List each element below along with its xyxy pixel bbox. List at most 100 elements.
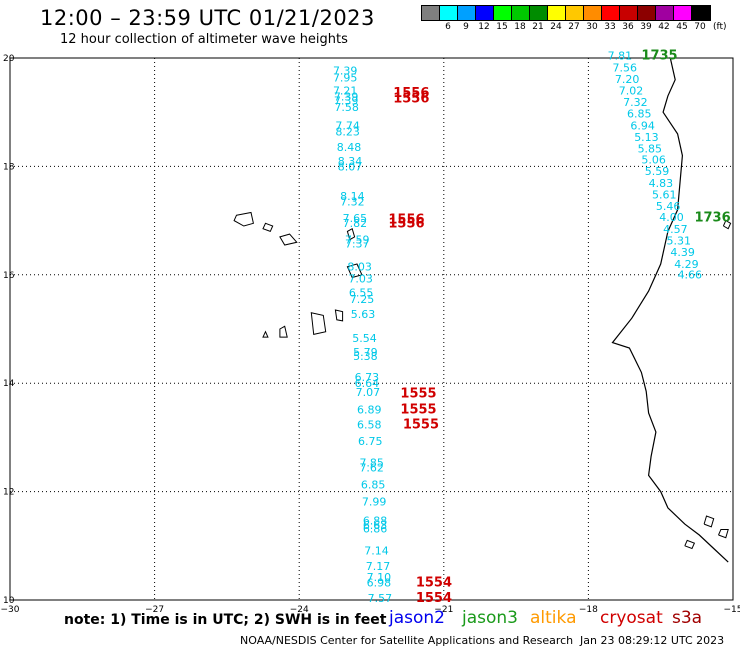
colorbar-swatch bbox=[691, 5, 711, 21]
wave-height-value: 4.66 bbox=[678, 269, 703, 282]
wave-height-value: 8.23 bbox=[335, 126, 360, 139]
lat-tick-label: 18 bbox=[3, 162, 15, 172]
lat-tick-label: 10 bbox=[3, 596, 15, 606]
cape-verde-island bbox=[334, 309, 344, 322]
colorbar-unit: (ft) bbox=[713, 22, 727, 32]
wave-height-value: 7.58 bbox=[334, 101, 359, 114]
wave-height-value: 8.07 bbox=[338, 161, 363, 174]
wave-height-value: 6.86 bbox=[363, 522, 388, 535]
map-subtitle: 12 hour collection of altimeter wave hei… bbox=[60, 32, 348, 47]
wave-height-value: 7.20 bbox=[615, 73, 640, 86]
lon-tick-label: −15 bbox=[724, 605, 740, 615]
pass-time-label: 1736 bbox=[694, 211, 730, 226]
cape-verde-island bbox=[262, 222, 274, 233]
colorbar-label: 27 bbox=[568, 22, 580, 32]
wave-height-value: 6.73 bbox=[355, 371, 380, 384]
wave-height-value: 6.63 bbox=[363, 519, 388, 532]
wave-height-value: 7.57 bbox=[368, 592, 393, 605]
wave-height-value: 7.59 bbox=[345, 233, 370, 246]
wave-height-value: 4.39 bbox=[670, 246, 695, 259]
lon-tick-label: −24 bbox=[290, 605, 309, 615]
wave-height-value: 7.99 bbox=[362, 496, 387, 509]
wave-height-value: 8.14 bbox=[340, 190, 365, 203]
wave-height-value: 6.85 bbox=[361, 478, 386, 491]
colorbar-label: 9 bbox=[463, 22, 469, 32]
wave-height-value: 7.32 bbox=[623, 96, 648, 109]
wave-height-value: 7.21 bbox=[333, 84, 358, 97]
wave-height-value: 7.02 bbox=[619, 84, 644, 97]
legend-jason2: jason2 bbox=[389, 608, 445, 628]
colorbar-label: 70 bbox=[694, 22, 706, 32]
colorbar-label: 30 bbox=[586, 22, 598, 32]
coastline bbox=[611, 57, 729, 563]
colorbar-label: 45 bbox=[676, 22, 688, 32]
legend-jason3: jason3 bbox=[462, 608, 518, 628]
coastal-island bbox=[718, 529, 729, 539]
wave-height-value: 7.82 bbox=[343, 217, 368, 230]
lon-tick-label: −27 bbox=[145, 605, 164, 615]
wave-height-value: 7.32 bbox=[340, 195, 365, 208]
wave-height-value: 5.79 bbox=[353, 346, 378, 359]
wave-height-value: 6.89 bbox=[357, 404, 382, 417]
legend-altika: altika bbox=[530, 608, 577, 628]
pass-time-label: 1556 bbox=[393, 91, 429, 106]
wave-height-value: 5.61 bbox=[652, 188, 677, 201]
wave-height-value: 6.75 bbox=[358, 435, 383, 448]
wave-height-value: 7.07 bbox=[356, 386, 381, 399]
lat-tick-label: 16 bbox=[3, 271, 15, 281]
coastal-island bbox=[684, 539, 696, 550]
wave-height-value: 4.29 bbox=[674, 258, 699, 271]
wave-height-value: 6.58 bbox=[357, 419, 382, 432]
pass-time-label: 1556 bbox=[393, 86, 429, 101]
cape-verde-island bbox=[346, 227, 356, 241]
lat-tick-label: 20 bbox=[3, 54, 15, 64]
wave-height-value: 8.48 bbox=[337, 141, 362, 154]
wave-height-value: 4.83 bbox=[649, 177, 674, 190]
wave-height-value: 7.95 bbox=[333, 71, 358, 84]
wave-height-value: 7.25 bbox=[350, 293, 375, 306]
lat-tick-label: 12 bbox=[3, 488, 14, 498]
cape-verde-island bbox=[310, 312, 327, 336]
wave-height-value: 7.39 bbox=[334, 90, 359, 103]
wave-height-value: 5.13 bbox=[634, 131, 659, 144]
map-title: 12:00 – 23:59 UTC 01/21/2023 bbox=[40, 6, 375, 30]
colorbar-label: 33 bbox=[604, 22, 616, 32]
wave-height-value: 6.98 bbox=[367, 576, 392, 589]
cape-verde-island bbox=[279, 325, 288, 338]
wave-height-value: 7.03 bbox=[348, 272, 373, 285]
wave-height-value: 7.14 bbox=[364, 544, 389, 557]
units-note: note: 1) Time is in UTC; 2) SWH is in fe… bbox=[64, 612, 387, 628]
timestamp-text: Jan 23 08:29:12 UTC 2023 bbox=[580, 634, 725, 647]
wave-height-value: 5.85 bbox=[638, 142, 663, 155]
lon-tick-label: −21 bbox=[434, 605, 453, 615]
lon-tick-label: −18 bbox=[579, 605, 598, 615]
wave-height-value: 7.85 bbox=[359, 457, 384, 470]
wave-height-value: 7.62 bbox=[359, 462, 384, 475]
wave-height-value: 7.37 bbox=[345, 238, 370, 251]
coastal-island bbox=[722, 219, 732, 230]
cape-verde-island bbox=[279, 233, 298, 246]
wave-height-value: 7.10 bbox=[367, 571, 392, 584]
wave-height-value: 6.55 bbox=[349, 286, 374, 299]
wave-height-value: 7.17 bbox=[366, 560, 391, 573]
pass-time-label: 1556 bbox=[388, 217, 424, 232]
wave-height-value: 5.46 bbox=[656, 200, 681, 213]
colorbar-label: 24 bbox=[550, 22, 562, 32]
wave-height-value: 5.06 bbox=[641, 154, 666, 167]
wave-height-value: 7.39 bbox=[333, 64, 358, 77]
colorbar-label: 21 bbox=[532, 22, 544, 32]
pass-time-label: 1555 bbox=[400, 386, 436, 401]
colorbar-label: 6 bbox=[445, 22, 451, 32]
wave-height-value: 5.63 bbox=[351, 308, 376, 321]
wave-height-value: 6.85 bbox=[627, 108, 652, 121]
wave-height-value: 7.65 bbox=[343, 212, 368, 225]
wave-height-value: 5.38 bbox=[353, 350, 378, 363]
wave-height-value: 8.03 bbox=[347, 260, 372, 273]
legend-s3a: s3a bbox=[672, 608, 703, 628]
lon-tick-label: −30 bbox=[1, 605, 20, 615]
pass-time-label: 1735 bbox=[641, 49, 677, 64]
wave-height-value: 7.56 bbox=[613, 62, 638, 75]
pass-time-label: 1555 bbox=[400, 403, 436, 418]
wave-height-value: 7.74 bbox=[335, 120, 360, 133]
